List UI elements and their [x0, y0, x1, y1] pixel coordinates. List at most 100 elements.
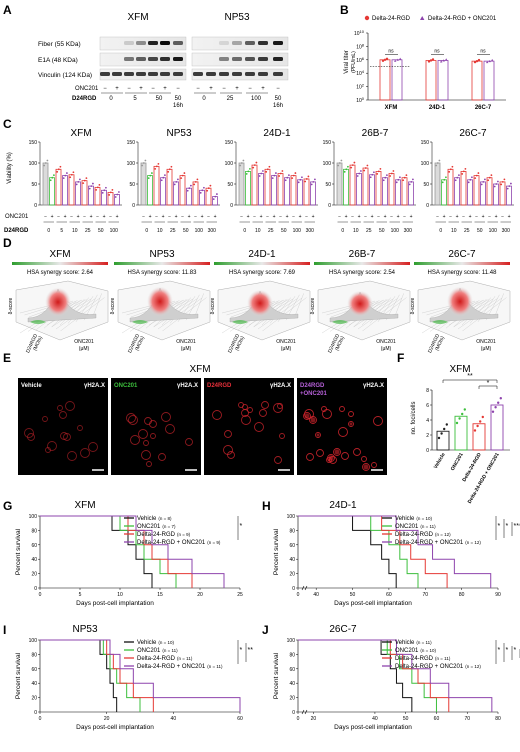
b-point — [399, 58, 401, 60]
c-bar — [363, 168, 368, 205]
c-onc-sign: + — [312, 214, 315, 220]
c-dose-label: 100 — [489, 228, 498, 234]
c-dose-label: 25 — [464, 228, 470, 234]
e-stain-label: γH2A.X — [177, 383, 198, 389]
d-xunit: (μM) — [381, 346, 392, 352]
f-sig-label: ** — [467, 373, 473, 380]
c-onc-sign: + — [384, 214, 387, 220]
c-onc-sign: + — [64, 214, 67, 220]
c-bar — [252, 165, 257, 205]
surv-ytick-label: 80 — [31, 528, 37, 534]
surv-legend-n: (n = 7) — [162, 524, 176, 529]
surv-xtick-label: 70 — [464, 716, 470, 722]
c-point — [252, 167, 254, 169]
c-point — [190, 185, 192, 187]
c-point — [243, 160, 245, 162]
c-point — [110, 192, 112, 194]
band-vinculin — [124, 72, 134, 76]
surv-legend-label: ONC201(n = 11) — [395, 524, 436, 530]
legend-marker-d24 — [365, 16, 369, 20]
b-ytick-exp: 0 — [362, 96, 365, 101]
onc-sign-np53: − — [248, 86, 252, 92]
c-bar — [213, 197, 218, 205]
band-fiber — [124, 41, 134, 45]
surv-ytick-label: 60 — [289, 543, 295, 549]
c-bar — [455, 178, 460, 205]
c-dose-label: 100 — [110, 228, 119, 234]
band-vinculin — [273, 72, 283, 76]
panel-label-c: C — [3, 117, 12, 131]
f-point — [464, 408, 466, 410]
c-bar-fill — [435, 163, 440, 205]
c-onc-sign: + — [103, 214, 106, 220]
c-point — [280, 173, 282, 175]
d-title: NP53 — [149, 249, 174, 260]
b-ns-label: ns — [480, 48, 486, 54]
c-point — [200, 192, 202, 194]
c-dose-label: 100 — [391, 228, 400, 234]
surv-legend-n: (n = 8) — [158, 516, 172, 521]
onc-sign-np53: + — [209, 86, 213, 92]
c-point — [71, 174, 73, 176]
b-bar — [380, 60, 390, 100]
c-bar-fill — [337, 163, 342, 205]
surv-xtick-label: 80 — [495, 716, 501, 722]
panel-label-i: I — [3, 623, 6, 637]
surv-ytick-label: 20 — [31, 696, 37, 702]
b-point — [491, 59, 493, 61]
blot-label-vinculin: Vinculin (124 KDa) — [38, 72, 92, 79]
c-point — [51, 177, 53, 179]
surv-legend-n: (n = 12) — [435, 532, 451, 537]
panel-label-g: G — [3, 499, 12, 513]
f-category-label: ONC201 — [450, 452, 465, 472]
c-point — [469, 179, 471, 181]
panel-label-e: E — [3, 351, 11, 365]
c-chart-title: NP53 — [166, 128, 191, 139]
surv-xlabel: Days post-cell implantation — [334, 600, 412, 607]
c-point — [58, 168, 60, 170]
c-point — [188, 187, 190, 189]
band-vinculin — [258, 72, 268, 76]
d-synergy-score: HSA synergy score: 11.83 — [128, 270, 198, 276]
c-point — [90, 185, 92, 187]
legend-label-combo: Delta-24-RGD + ONC201 — [428, 16, 497, 22]
c-onc-sign: + — [371, 214, 374, 220]
c-point — [92, 183, 94, 185]
c-point — [337, 165, 339, 167]
surv-ytick-label: 100 — [29, 514, 38, 520]
c-ytick-label: 0 — [34, 203, 37, 209]
surv-xtick-label: 25 — [237, 592, 243, 598]
legend-label-d24: Delta-24-RGD — [372, 16, 411, 22]
c-point — [311, 184, 313, 186]
surv-ytick-label: 40 — [289, 557, 295, 563]
c-point — [363, 170, 365, 172]
d-peak — [45, 288, 71, 317]
d24-dose-np53: 100 — [251, 96, 262, 102]
c-point — [272, 177, 274, 179]
surv-legend-label: Delta-24-RGD + ONC201(n = 11) — [137, 664, 223, 670]
c-point — [474, 177, 476, 179]
surv-legend-label: Vehicle(n = 8) — [137, 516, 172, 522]
c-onc-sign: + — [201, 214, 204, 220]
onc-sign-xfm: − — [176, 86, 180, 92]
c-chart-title: 24D-1 — [263, 128, 291, 139]
c-point — [393, 170, 395, 172]
c-bar — [285, 178, 290, 205]
c-bar — [383, 178, 388, 205]
c-onc-sign: − — [266, 214, 269, 220]
d24-dose-xfm: 0 — [109, 96, 113, 102]
f-point — [446, 423, 448, 425]
band-vinculin — [173, 72, 183, 76]
band-fiber — [173, 41, 183, 45]
c-dose-label: 100 — [293, 228, 302, 234]
d-zlabel: δ-score — [410, 297, 416, 314]
c-point — [214, 196, 216, 198]
surv-xtick-label: 40 — [171, 716, 177, 722]
surv-legend-n: (n = 10) — [158, 640, 174, 645]
c-point — [158, 163, 160, 165]
c-point — [254, 164, 256, 166]
band-fiber — [160, 41, 170, 45]
d24-dose-xfm: 50 — [175, 96, 182, 102]
